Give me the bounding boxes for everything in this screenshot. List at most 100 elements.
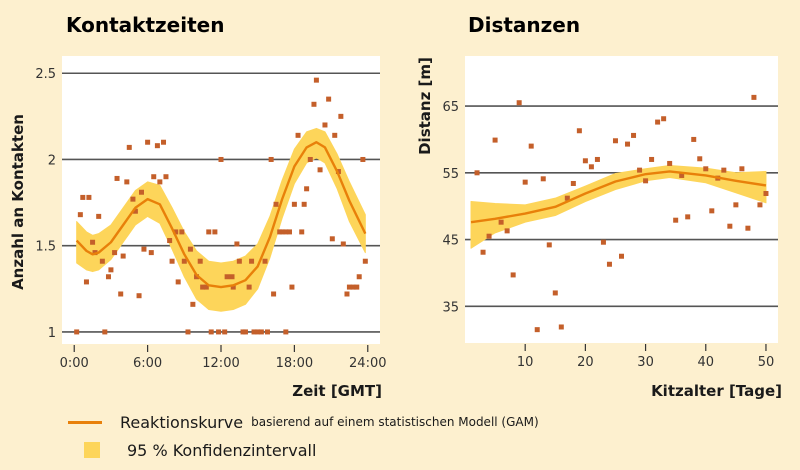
- data-point: [249, 258, 255, 264]
- data-point: [631, 132, 637, 138]
- y-tick-label: 2: [48, 153, 56, 168]
- data-point: [212, 229, 218, 235]
- data-point: [326, 96, 332, 102]
- data-point: [102, 329, 108, 335]
- data-point: [709, 208, 715, 214]
- x-tick-label: 24:00: [349, 356, 386, 371]
- data-point: [362, 258, 368, 264]
- data-point: [268, 156, 274, 162]
- legend: Reaktionskurve basierend auf einem stati…: [68, 408, 539, 464]
- response-curve: [470, 170, 767, 224]
- data-point: [236, 258, 242, 264]
- data-point: [582, 158, 588, 164]
- data-point: [534, 327, 540, 333]
- data-point: [279, 229, 285, 235]
- data-point: [203, 284, 209, 290]
- data-point: [83, 279, 89, 285]
- data-point: [148, 250, 154, 256]
- data-point: [727, 223, 733, 229]
- x-tick-label: 10: [517, 355, 534, 370]
- data-point: [132, 208, 138, 214]
- data-point: [510, 272, 516, 278]
- data-point: [751, 94, 757, 100]
- data-point: [108, 267, 114, 273]
- data-point: [612, 138, 618, 144]
- data-point: [197, 258, 203, 264]
- data-point: [291, 201, 297, 207]
- x-axis-label-left: Zeit [GMT]: [292, 382, 382, 400]
- data-point: [139, 189, 144, 195]
- legend-band-swatch: [84, 442, 100, 458]
- x-tick-label: 20: [577, 355, 594, 370]
- legend-item-band: 95 % Konfidenzintervall: [68, 436, 539, 464]
- data-point: [124, 179, 130, 185]
- data-point: [90, 239, 96, 245]
- data-point: [208, 329, 214, 335]
- data-point: [540, 176, 546, 182]
- data-point: [163, 174, 169, 180]
- data-point: [295, 132, 301, 138]
- data-point: [86, 194, 92, 200]
- y-tick-label: 65: [442, 100, 459, 115]
- data-point: [136, 293, 142, 299]
- data-point: [141, 246, 147, 252]
- data-point: [691, 136, 697, 142]
- x-tick-label: 6:00: [133, 356, 162, 371]
- y-tick-label: 35: [442, 300, 459, 315]
- x-tick-label: 50: [758, 355, 775, 370]
- data-point: [504, 228, 510, 234]
- data-point: [619, 253, 624, 259]
- response-curve: [75, 141, 367, 289]
- data-point: [120, 253, 126, 259]
- data-point: [673, 217, 679, 223]
- data-point: [661, 116, 667, 122]
- x-tick-label: 12:00: [202, 356, 239, 371]
- legend-curve-note: basierend auf einem statistischen Modell…: [251, 415, 539, 429]
- data-point: [175, 279, 181, 285]
- data-point: [264, 329, 270, 335]
- data-point: [625, 141, 631, 147]
- data-point: [667, 160, 673, 166]
- data-point: [739, 166, 745, 172]
- data-point: [185, 329, 191, 335]
- y-axis-label-right: Distanz [m]: [416, 57, 434, 155]
- data-point: [757, 202, 763, 208]
- data-point: [356, 274, 362, 280]
- data-point: [105, 274, 111, 280]
- data-point: [246, 284, 252, 290]
- y-tick-label: 45: [442, 234, 459, 249]
- chart-title-distanzen: Distanzen: [468, 13, 580, 37]
- data-point: [126, 144, 132, 150]
- data-point: [588, 164, 594, 170]
- data-point: [301, 201, 307, 207]
- data-point: [206, 229, 212, 235]
- data-point: [346, 284, 352, 290]
- data-point: [697, 156, 703, 162]
- y-axis-label-left: Anzahl an Kontakten: [9, 114, 27, 290]
- data-point: [229, 274, 235, 280]
- data-point: [173, 229, 179, 235]
- data-point: [360, 156, 366, 162]
- data-point: [271, 291, 277, 297]
- x-axis-label-right: Kitzalter [Tage]: [651, 382, 782, 400]
- data-point: [190, 301, 196, 307]
- data-point: [181, 258, 187, 264]
- data-point: [230, 284, 236, 290]
- data-point: [637, 167, 643, 173]
- data-point: [313, 77, 319, 83]
- data-point: [96, 213, 102, 219]
- data-point: [486, 233, 492, 239]
- data-point: [649, 156, 655, 162]
- data-point: [643, 178, 649, 184]
- data-point: [118, 291, 124, 297]
- data-point: [258, 329, 264, 335]
- data-point: [224, 274, 230, 280]
- data-point: [157, 179, 163, 185]
- data-point: [516, 100, 522, 106]
- data-point: [99, 258, 105, 264]
- legend-item-curve: Reaktionskurve basierend auf einem stati…: [68, 408, 539, 436]
- data-point: [528, 143, 534, 149]
- data-point: [286, 229, 292, 235]
- data-point: [289, 284, 295, 290]
- data-point: [552, 290, 558, 296]
